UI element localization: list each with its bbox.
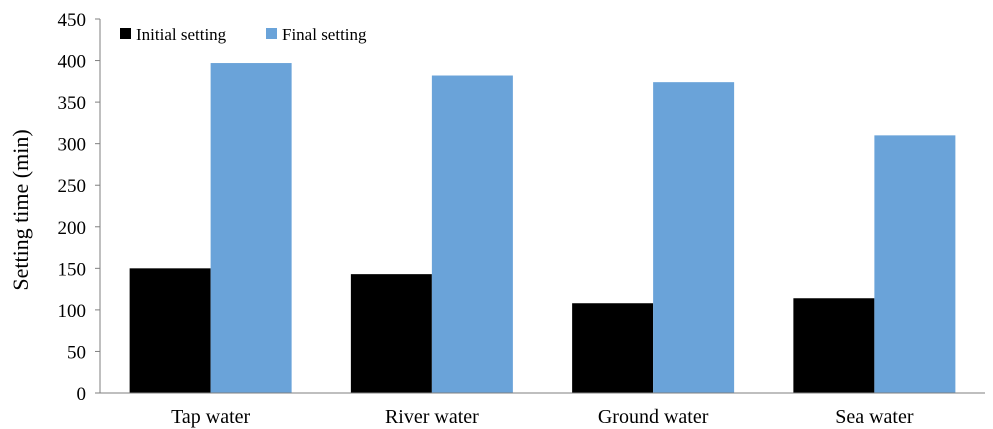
legend-label-final: Final setting [282,25,367,44]
bar-initial-tap-water [129,268,211,393]
legend-swatch-initial [120,28,131,39]
legend-swatch-final [266,28,277,39]
bar-final-ground-water [653,82,735,394]
x-category-label: Tap water [171,406,250,428]
bar-final-sea-water [874,135,956,393]
y-tick-label: 400 [58,52,87,73]
x-axis-labels: Tap water River water Ground water Sea wate… [171,406,914,428]
bars [129,63,956,394]
bar-initial-sea-water [793,298,875,393]
legend-label-initial: Initial setting [136,25,227,44]
y-tick-label: 450 [58,10,87,31]
bar-initial-river-water [350,274,432,393]
y-tick-label: 50 [67,342,86,363]
bar-final-tap-water [210,63,292,393]
y-axis-ticks: 0 50 100 150 200 250 300 350 400 450 [58,10,100,405]
y-tick-label: 0 [77,384,87,405]
y-tick-label: 200 [58,218,87,239]
x-category-label: Sea water [835,406,914,428]
y-tick-label: 300 [58,135,87,156]
y-tick-label: 250 [58,176,87,197]
legend: Initial setting Final setting [120,25,367,44]
y-axis-title: Setting time (min) [8,129,33,290]
y-tick-label: 100 [58,301,87,322]
x-category-label: Ground water [598,406,709,428]
y-tick-label: 350 [58,93,87,114]
x-category-label: River water [385,406,479,428]
bar-initial-ground-water [572,303,654,393]
y-tick-label: 150 [58,259,87,280]
bar-final-river-water [431,75,513,393]
